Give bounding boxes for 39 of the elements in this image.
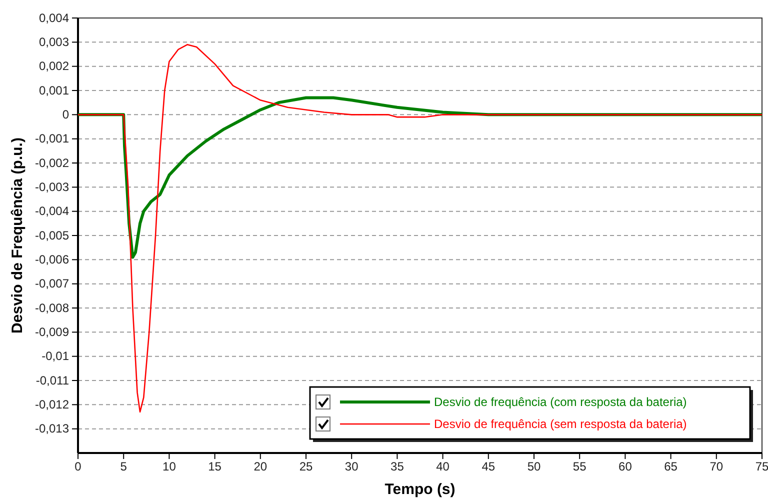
y-tick-label: -0,011 bbox=[36, 373, 70, 388]
y-tick-label: -0,002 bbox=[34, 156, 70, 170]
x-tick-label: 0 bbox=[74, 460, 82, 474]
y-tick-label: 0,002 bbox=[38, 59, 70, 74]
y-tick-label: -0,005 bbox=[34, 228, 70, 242]
y-axis-title: Desvio de Frequência (p.u.) bbox=[9, 138, 26, 334]
x-tick-label: 70 bbox=[710, 460, 724, 474]
x-tick-label: 55 bbox=[572, 460, 587, 474]
y-tick-label: 0,003 bbox=[38, 35, 70, 50]
y-tick-label: -0,007 bbox=[34, 276, 70, 291]
x-tick-label: 35 bbox=[390, 460, 404, 474]
y-tick-label: -0,009 bbox=[34, 325, 70, 340]
y-tick-label: 0,001 bbox=[38, 83, 70, 98]
x-tick-label: 65 bbox=[664, 460, 678, 474]
y-tick-label: 0,004 bbox=[38, 10, 70, 25]
x-tick-label: 60 bbox=[618, 460, 632, 474]
x-axis-title: Tempo (s) bbox=[384, 481, 456, 498]
x-tick-label: 50 bbox=[527, 460, 541, 474]
text: Desvio de frequência (sem resposta da bateria) bbox=[434, 417, 687, 431]
text: Desvio de frequência (com resposta da bateria) bbox=[434, 395, 687, 409]
x-tick-label: 30 bbox=[344, 460, 359, 474]
line-series bbox=[77, 44, 763, 413]
x-tick-label: 20 bbox=[254, 460, 268, 474]
y-tick-label: -0,013 bbox=[34, 422, 70, 436]
y-tick-label: -0,004 bbox=[34, 204, 70, 218]
x-tick-label: 75 bbox=[755, 460, 768, 474]
x-tick-label: 5 bbox=[120, 460, 128, 474]
x-tick-label: 15 bbox=[208, 460, 222, 474]
x-tick-label: 10 bbox=[162, 460, 176, 474]
x-tick-label: 25 bbox=[299, 460, 313, 474]
y-tick-label: 0 bbox=[62, 108, 70, 122]
y-tick-label: -0,003 bbox=[34, 180, 70, 194]
y-tick-label: -0,006 bbox=[34, 252, 70, 267]
y-tick-label: -0,012 bbox=[34, 398, 70, 412]
y-tick-label: -0,01 bbox=[42, 349, 70, 364]
x-tick-label: 40 bbox=[436, 460, 450, 474]
y-tick-label: -0,001 bbox=[34, 132, 70, 146]
x-tick-label: 45 bbox=[482, 460, 496, 474]
y-tick-label: -0,008 bbox=[34, 300, 70, 315]
